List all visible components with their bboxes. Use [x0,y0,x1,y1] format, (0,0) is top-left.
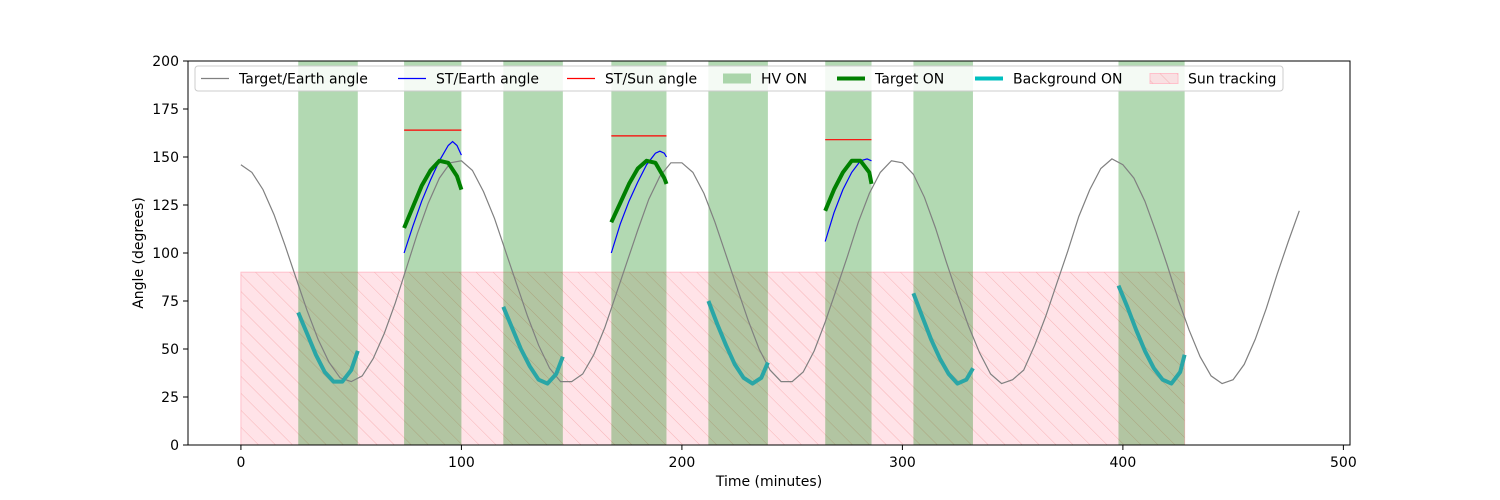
legend-label: Sun tracking [1188,72,1276,88]
y-axis-label: Angle (degrees) [131,197,147,309]
legend-patch-handle [723,73,751,84]
st-earth-angle-line [610,150,668,254]
y-tick-label: 25 [161,390,179,406]
legend-label: HV ON [761,72,807,88]
target-on-segment [823,158,874,212]
legend-item: Target/Earth angle [201,72,368,88]
legend-label: Target ON [874,72,944,88]
x-tick-label: 400 [1110,455,1137,471]
legend-item: ST/Sun angle [567,72,697,88]
hv-on-band [298,61,358,445]
legend-hatch-handle [1150,73,1178,84]
hv-on-band [404,61,462,445]
y-tick-label: 175 [152,102,179,118]
y-tick-label: 0 [170,438,179,454]
x-tick-label: 100 [448,455,475,471]
hv-on-band [708,61,768,445]
legend-item: Target ON [837,72,944,88]
legend-item: Sun tracking [1149,72,1276,88]
x-axis-label: Time (minutes) [715,474,822,490]
target-on-segment [609,158,669,224]
y-tick-label: 50 [161,342,179,358]
legend-box [194,65,1284,92]
x-tick-label: 300 [889,455,916,471]
hv-on-band [1118,61,1185,445]
legend-label: Target/Earth angle [238,72,368,88]
y-tick-label: 150 [152,150,179,166]
y-tick-label: 100 [152,246,179,262]
legend: Target/Earth angle ST/Earth angle ST/Sun a… [194,65,1284,92]
x-tick-label: 200 [669,455,696,471]
background-on-segment [1116,284,1187,386]
x-tick-label: 500 [1330,455,1357,471]
axes: 0 100 200 300 400 500 0 25 50 75 100 125 150 175 200 [152,54,1356,471]
y-tick-label: 125 [152,198,179,214]
background-on-segment [911,292,975,386]
sun-tracking-hatch [240,272,1185,445]
hv-on-band [611,61,667,445]
background-on-segment [501,306,565,386]
hv-on-band [503,61,563,445]
x-tick-label: 0 [236,455,245,471]
legend-label: Background ON [1013,72,1122,88]
y-tick-label: 200 [152,54,179,70]
legend-label: ST/Sun angle [605,72,697,88]
target-on-segment [402,158,464,229]
y-tick-label: 75 [161,294,179,310]
target-earth-angle-line [240,158,1300,385]
legend-item: Background ON [975,72,1122,88]
legend-item: ST/Earth angle [398,72,539,88]
legend-item: HV ON [723,72,807,88]
st-earth-angle-line [824,158,872,242]
background-on-segment [296,311,360,384]
background-on-segment [706,300,770,386]
legend-label: ST/Earth angle [436,72,539,88]
